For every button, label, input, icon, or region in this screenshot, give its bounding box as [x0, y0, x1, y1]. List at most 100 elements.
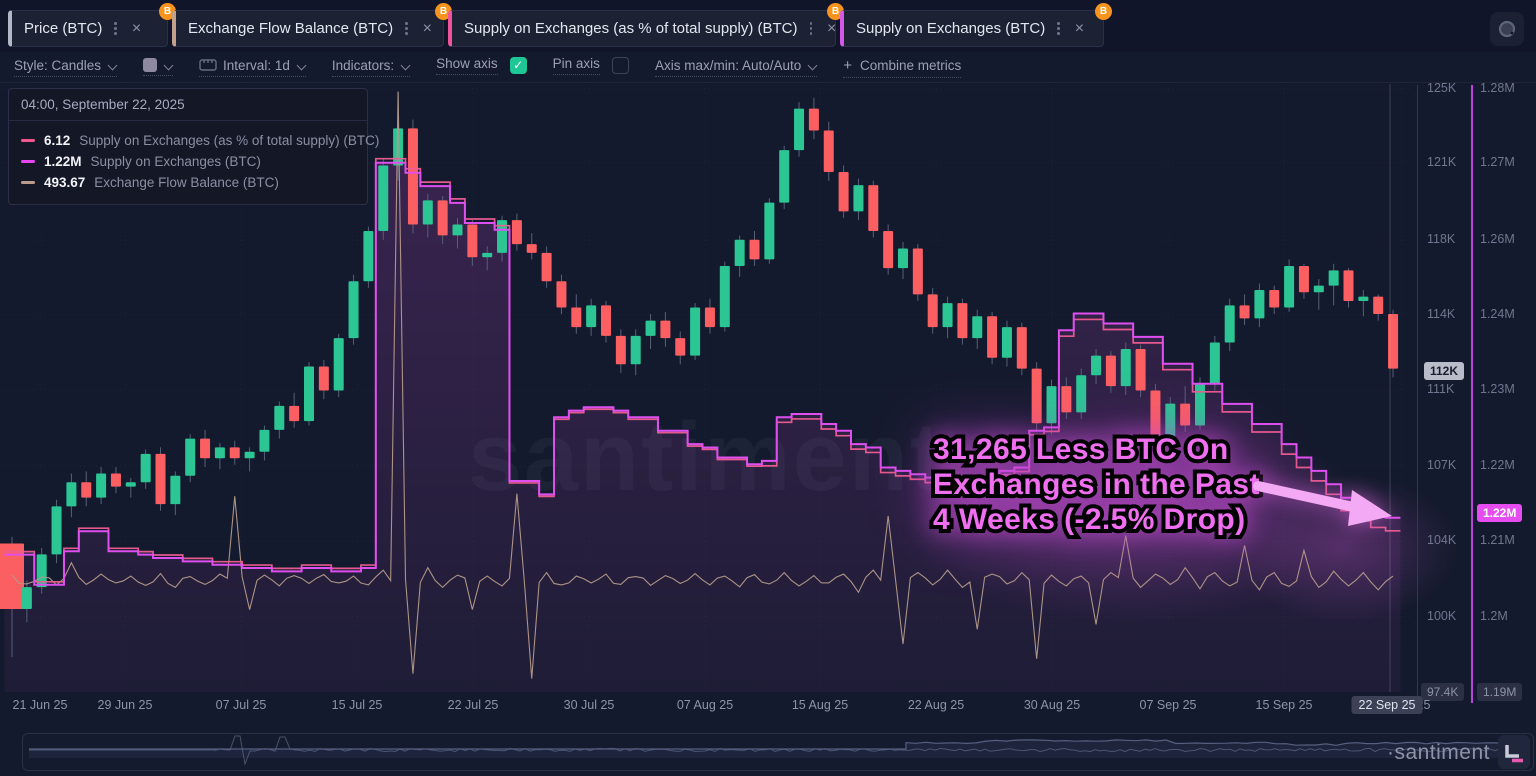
tooltip-label: Supply on Exchanges (as % of total suppl… — [79, 133, 380, 148]
chart-toolbar: Style: Candles Interval: 1d Indicators: … — [0, 52, 1536, 83]
date-tick-label: 15 Aug 25 — [791, 698, 849, 712]
show-axis-label: Show axis — [436, 56, 498, 75]
tab-menu-kebab-icon[interactable] — [1055, 19, 1062, 38]
color-swatch-selector[interactable] — [143, 58, 174, 76]
date-tick-label: 30 Aug 25 — [1023, 698, 1081, 712]
interval-ruler-icon — [199, 59, 217, 71]
series-color-dash — [21, 139, 35, 142]
tooltip-value: 493.67 — [44, 175, 86, 190]
show-axis-toggle[interactable]: Show axis ✓ — [436, 56, 527, 79]
tab-menu-kebab-icon[interactable] — [112, 19, 119, 38]
date-tick-label: 22 Aug 25 — [907, 698, 965, 712]
tab-price-btc[interactable]: Price (BTC) × B — [8, 3, 176, 47]
tab-close-icon[interactable]: × — [422, 19, 432, 37]
tab-close-icon[interactable]: × — [827, 19, 837, 37]
tab-supply-on-exchanges[interactable]: Supply on Exchanges (BTC) × B — [840, 3, 1112, 47]
price-axis-min-badge: 97.4K — [1421, 683, 1465, 701]
metric-tab-bar: Price (BTC) × B Exchange Flow Balance (B… — [0, 0, 1536, 52]
annotation-arrow — [1253, 481, 1392, 526]
tooltip-row-supply: 1.22M Supply on Exchanges (BTC) — [21, 151, 355, 172]
chevron-down-icon — [165, 61, 173, 69]
tab-close-icon[interactable]: × — [131, 19, 142, 37]
tab-menu-kebab-icon[interactable] — [808, 19, 815, 38]
tab-label: Price (BTC) — [24, 20, 103, 37]
tab-menu-kebab-icon[interactable] — [403, 19, 410, 38]
axis-maxmin-selector[interactable]: Axis max/min: Auto/Auto — [654, 57, 818, 77]
indicators-selector[interactable]: Indicators: — [331, 57, 411, 77]
supply-tick-label: 1.21M — [1480, 533, 1515, 547]
combine-metrics-button[interactable]: + Combine metrics — [843, 56, 962, 78]
price-axis-line — [1417, 85, 1418, 703]
date-tick-label: 15 Jul 25 — [331, 698, 383, 712]
tab-exchange-flow-balance[interactable]: Exchange Flow Balance (BTC) × B — [172, 3, 452, 47]
tab-supply-on-exchanges-pct[interactable]: Supply on Exchanges (as % of total suppl… — [448, 3, 844, 47]
date-axis[interactable]: 21 Jun 25 29 Jun 25 07 Jul 25 15 Jul 25 22 J… — [0, 696, 1536, 714]
tooltip-label: Supply on Exchanges (BTC) — [90, 154, 261, 169]
santiment-logo-icon — [1505, 745, 1523, 763]
date-tick-label: 07 Aug 25 — [676, 698, 734, 712]
style-selector[interactable]: Style: Candles — [14, 58, 118, 77]
show-axis-checkbox[interactable]: ✓ — [509, 56, 527, 74]
btc-asset-badge-icon: B — [1095, 3, 1112, 20]
color-swatch — [143, 58, 158, 72]
tooltip-label: Exchange Flow Balance (BTC) — [94, 175, 279, 190]
price-tick-label: 100K — [1427, 609, 1457, 623]
tooltip-value: 1.22M — [44, 154, 82, 169]
price-tick-label: 107K — [1427, 458, 1457, 472]
supply-tick-label: 1.22M — [1480, 458, 1515, 472]
supply-tick-label: 1.23M — [1480, 382, 1515, 396]
pin-axis-toggle[interactable]: Pin axis — [552, 56, 629, 79]
supply-tick-label: 1.27M — [1480, 155, 1515, 169]
fullscreen-toggle-button[interactable] — [1490, 12, 1524, 46]
tab-label: Supply on Exchanges (BTC) — [856, 20, 1046, 37]
date-tick-label: 21 Jun 25 — [12, 698, 68, 712]
tooltip-row-flow-balance: 493.67 Exchange Flow Balance (BTC) — [21, 172, 355, 193]
supply-axis-min-badge: 1.19M — [1477, 683, 1523, 701]
price-tick-label: 118K — [1427, 232, 1456, 246]
interval-selector[interactable]: Interval: 1d — [199, 58, 306, 77]
tab-close-icon[interactable]: × — [1074, 19, 1085, 37]
date-tick-label: 30 Jul 25 — [563, 698, 615, 712]
indicators-selector-label: Indicators: — [331, 57, 395, 73]
chevron-down-icon — [402, 61, 410, 69]
plus-icon: + — [843, 56, 853, 74]
annotation-line: 31,265 Less BTC On — [933, 432, 1260, 467]
combine-metrics-label: Combine metrics — [860, 57, 962, 73]
date-tick-label: 07 Sep 25 — [1139, 698, 1197, 712]
price-tick-label: 114K — [1427, 307, 1456, 321]
date-tick-label: 22 Jul 25 — [447, 698, 499, 712]
axis-maxmin-label: Axis max/min: Auto/Auto — [654, 57, 802, 73]
date-tick-label: 29 Jun 25 — [97, 698, 153, 712]
chevron-down-icon — [298, 61, 306, 69]
supply-tick-label: 1.24M — [1480, 307, 1515, 321]
santiment-logo-mark — [1498, 735, 1530, 769]
pin-axis-label: Pin axis — [552, 56, 600, 75]
price-tick-label: 125K — [1427, 81, 1457, 95]
current-price-badge: 112K — [1424, 362, 1465, 380]
crosshair-date-badge: 22 Sep 25 — [1351, 696, 1423, 714]
chevron-down-icon — [809, 61, 817, 69]
supply-tick-label: 1.28M — [1480, 81, 1515, 95]
supply-axis-line — [1471, 85, 1473, 703]
date-tick-label: 15 Sep 25 — [1255, 698, 1313, 712]
price-supply-chart[interactable] — [0, 83, 1410, 692]
price-tick-label: 104K — [1427, 533, 1457, 547]
tab-label: Exchange Flow Balance (BTC) — [188, 20, 394, 37]
minimap-range-selector[interactable] — [22, 733, 1534, 771]
minimap-preview — [29, 735, 1523, 766]
tooltip-row-supply-pct: 6.12 Supply on Exchanges (as % of total … — [21, 130, 379, 151]
tooltip-timestamp: 04:00, September 22, 2025 — [9, 89, 367, 121]
santiment-logo: ·santiment — [1386, 741, 1490, 764]
btc-asset-badge-icon: B — [159, 3, 176, 20]
date-tick-label: 07 Jul 25 — [215, 698, 267, 712]
tab-label: Supply on Exchanges (as % of total suppl… — [464, 20, 798, 37]
chevron-down-icon — [109, 61, 117, 69]
price-tick-label: 111K — [1427, 382, 1455, 396]
supply-tick-label: 1.26M — [1480, 232, 1515, 246]
interval-selector-label: Interval: 1d — [223, 57, 290, 73]
current-supply-badge: 1.22M — [1477, 504, 1523, 522]
annotation-line: Exchanges in the Past — [933, 467, 1260, 502]
annotation-line: 4 Weeks (-2.5% Drop) — [933, 502, 1260, 537]
pin-axis-checkbox[interactable] — [611, 56, 629, 74]
